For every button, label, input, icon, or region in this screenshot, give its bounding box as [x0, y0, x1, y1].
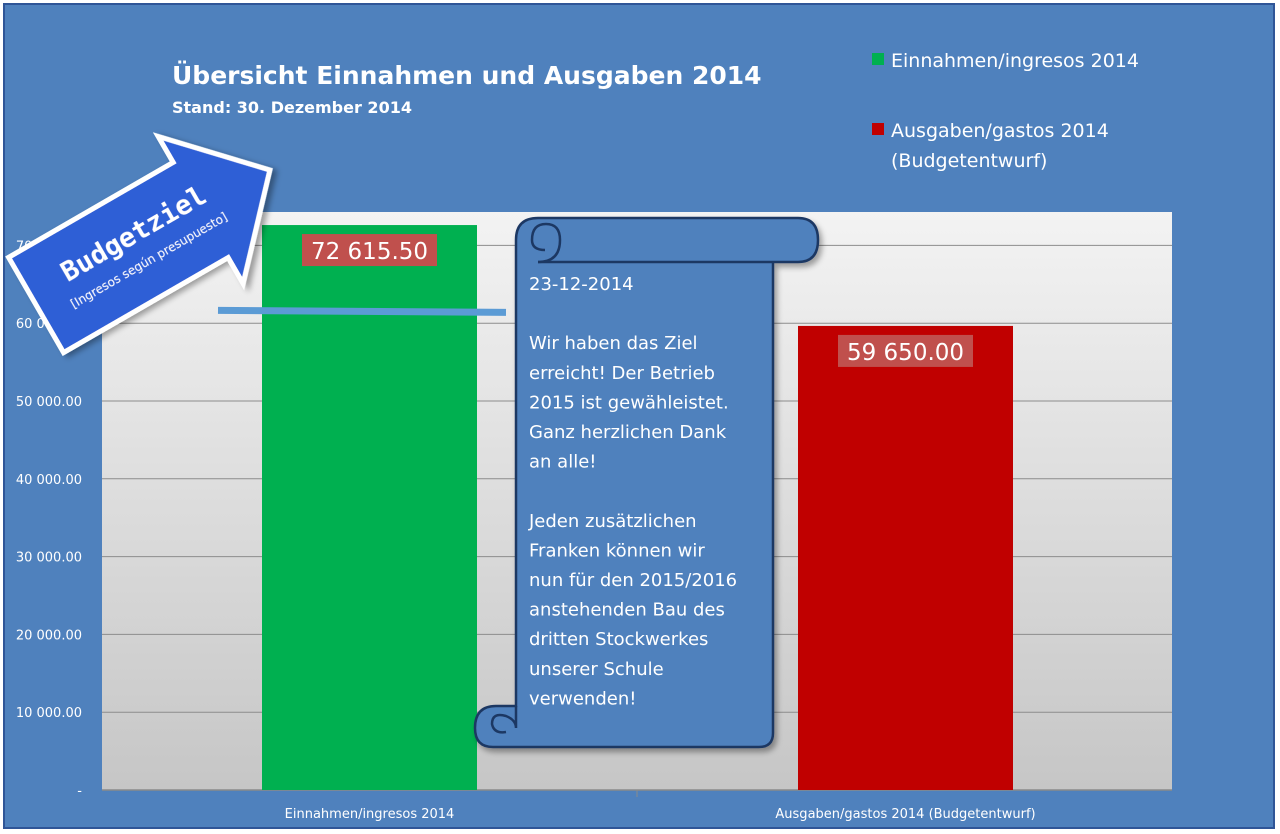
x-axis-categories: Einnahmen/ingresos 2014 Ausgaben/gastos 2… [285, 807, 1036, 822]
scroll-line: an alle! [529, 452, 596, 473]
scroll-line: 2015 ist gewähleistet. [529, 392, 729, 413]
budget-target-line [217, 306, 507, 316]
arrow-shape [5, 132, 273, 357]
scroll-line: Franken können wir [529, 540, 705, 561]
scroll-line: Ganz herzlichen Dank [529, 422, 727, 443]
scroll-line: nun für den 2015/2016 [529, 570, 737, 591]
legend: Einnahmen/ingresos 2014 Ausgaben/gastos 2… [872, 50, 1139, 172]
data-label: 59 650.00 [847, 340, 964, 366]
scroll-line: Wir haben das Ziel [529, 333, 698, 354]
x-category-label: Einnahmen/ingresos 2014 [285, 807, 455, 822]
bars: 72 615.50 59 650.00 [262, 225, 1013, 791]
scroll-line: dritten Stockwerkes [529, 629, 708, 650]
chart-title: Übersicht Einnahmen und Ausgaben 2014 [172, 60, 762, 90]
scroll-line: erreicht! Der Betrieb [529, 363, 715, 384]
y-tick-label: - [77, 784, 82, 799]
scroll-line: anstehenden Bau des [529, 600, 725, 621]
bar [798, 325, 1013, 790]
x-category-label: Ausgaben/gastos 2014 (Budgetentwurf) [775, 807, 1035, 822]
scroll-line: verwenden! [529, 688, 636, 709]
budget-target-arrow: Budgetziel [Ingresos según presupuesto] [5, 132, 273, 357]
y-tick-label: 20 000.00 [16, 628, 82, 643]
scroll-line: 23-12-2014 [529, 274, 634, 295]
legend-swatch [872, 53, 884, 65]
scroll-text: 23-12-2014 Wir haben das Ziel erreicht! De… [528, 274, 737, 709]
scroll-body [473, 216, 820, 749]
y-tick-label: 50 000.00 [16, 395, 82, 410]
y-tick-label: 40 000.00 [16, 473, 82, 488]
scroll-top-curl [530, 222, 562, 264]
data-label-box [838, 334, 973, 367]
scroll-bottom-curl [490, 706, 518, 734]
chart-subtitle: Stand: 30. Dezember 2014 [172, 98, 412, 117]
scroll-line: unserer Schule [529, 659, 664, 680]
y-tick-label: 30 000.00 [16, 551, 82, 566]
legend-label: (Budgetentwurf) [891, 150, 1047, 172]
y-tick-label: 10 000.00 [16, 706, 82, 721]
scroll-annotation [473, 216, 820, 749]
data-label-box [302, 234, 437, 267]
legend-label: Einnahmen/ingresos 2014 [891, 50, 1139, 72]
scroll-line: Jeden zusätzlichen [528, 511, 697, 532]
data-label: 72 615.50 [311, 239, 428, 265]
bar [262, 225, 477, 791]
legend-label: Ausgaben/gastos 2014 [891, 120, 1109, 142]
legend-swatch [872, 123, 884, 135]
